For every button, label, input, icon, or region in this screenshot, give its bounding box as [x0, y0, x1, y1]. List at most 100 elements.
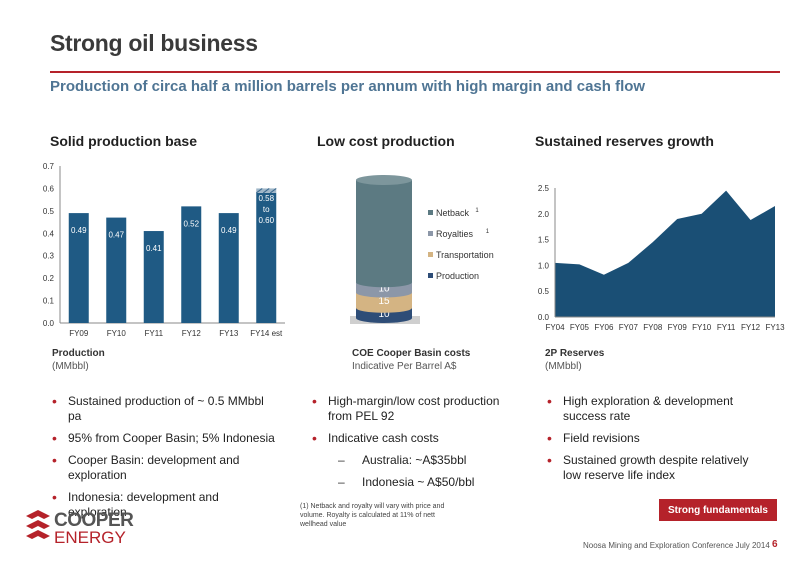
- bar-value-label: 0.49: [221, 226, 237, 235]
- x-tick-label: FY07: [619, 323, 639, 332]
- bullet-item: High-margin/low cost production from PEL…: [310, 394, 510, 424]
- dash-item: Indonesia ~ A$50/bbl: [310, 475, 510, 490]
- production-bar: [256, 192, 277, 323]
- x-tick-label: FY10: [692, 323, 712, 332]
- bullet-item: Sustained growth despite relatively low …: [545, 453, 765, 483]
- x-tick-label: FY09: [668, 323, 688, 332]
- x-tick-label: FY13: [219, 329, 239, 338]
- cooper-energy-logo: COOPER ENERGY: [24, 510, 134, 551]
- x-tick-label: FY11: [717, 323, 736, 332]
- legend-swatch: [428, 231, 433, 236]
- footer-event: Noosa Mining and Exploration Conference …: [583, 541, 770, 550]
- range-hatch-line: [262, 188, 270, 194]
- x-tick-label: FY05: [570, 323, 590, 332]
- cost-stacked-chart: 10 15 10 Netback 1 Royalties 1 Transportation Pr…: [350, 175, 494, 324]
- x-tick-label: FY04: [545, 323, 565, 332]
- cost-segment-base: [356, 313, 412, 323]
- legend-superscript: 1: [486, 229, 490, 235]
- bullet-item: Cooper Basin: development and exploratio…: [50, 453, 280, 483]
- y-tick-label: 0.0: [538, 313, 550, 322]
- y-tick-label: 0.6: [43, 184, 55, 193]
- y-tick-label: 2.5: [538, 184, 550, 193]
- title-divider: [50, 71, 780, 73]
- production-bar: [106, 217, 127, 323]
- production-bullets: Sustained production of ~ 0.5 MMbbl pa 9…: [50, 394, 280, 527]
- costs-caption: COE Cooper Basin costs Indicative Per Ba…: [352, 347, 470, 373]
- legend-label: Production: [436, 271, 479, 281]
- cost-segment-label: 10: [378, 283, 390, 294]
- x-tick-label: FY11: [144, 329, 163, 338]
- cost-segment: [356, 307, 412, 318]
- y-tick-label: 0.1: [43, 297, 55, 306]
- cylinder-top: [356, 175, 412, 185]
- costs-bullets: High-margin/low cost production from PEL…: [310, 394, 510, 497]
- bar-value-label: to: [263, 205, 270, 214]
- costs-caption-title: COE Cooper Basin costs: [352, 348, 471, 359]
- production-bar: [143, 231, 164, 323]
- logo-text-cooper: COOPER: [54, 510, 134, 531]
- y-tick-label: 2.0: [538, 210, 550, 219]
- cost-segment-base: [356, 302, 412, 313]
- section-heading-costs: Low cost production: [317, 133, 455, 149]
- legend-superscript: 1: [475, 208, 479, 214]
- x-tick-label: FY06: [594, 323, 614, 332]
- dash-item: Australia: ~A$35bbl: [310, 453, 510, 468]
- production-caption-unit: (MMbbl): [52, 361, 89, 372]
- y-tick-label: 0.0: [43, 319, 55, 328]
- reserves-area-chart: 0.0 0.5 1.0 1.5 2.0 2.5 FY04 FY05 FY06 FY07 FY08 FY…: [538, 184, 785, 332]
- section-heading-reserves: Sustained reserves growth: [535, 133, 714, 149]
- reserves-bullets: High exploration & development success r…: [545, 394, 765, 490]
- x-tick-label: FY14 est: [250, 329, 283, 338]
- bar-value-label: 0.58: [258, 194, 274, 203]
- bullet-item: Field revisions: [545, 431, 765, 446]
- production-caption-title: Production: [52, 348, 105, 359]
- production-bar: [181, 206, 202, 323]
- section-heading-production: Solid production base: [50, 133, 198, 149]
- footnote: (1) Netback and royalty will vary with p…: [300, 503, 445, 528]
- cost-segment-label: 15: [378, 296, 390, 307]
- cost-segment: [356, 180, 412, 283]
- legend-swatch: [428, 210, 433, 215]
- y-tick-label: 0.3: [43, 252, 55, 261]
- page-number: 6: [772, 539, 778, 550]
- production-caption: Production (MMbbl): [52, 347, 105, 373]
- production-bar-chart: 0.0 0.1 0.2 0.3 0.4 0.5 0.6 0.7 0.49 FY09 0.47 FY10…: [43, 162, 285, 338]
- bar-value-label: 0.49: [71, 226, 87, 235]
- production-bar: [68, 213, 89, 323]
- bullet-item: Indicative cash costs: [310, 431, 510, 446]
- cost-segment-label: 10: [378, 309, 390, 320]
- legend-label: Transportation: [436, 250, 494, 260]
- bar-value-label: 0.52: [183, 219, 199, 228]
- cost-segment: [356, 282, 412, 293]
- reserves-caption: 2P Reserves (MMbbl): [545, 347, 604, 373]
- costs-caption-unit: Indicative Per Barrel A$: [352, 361, 457, 372]
- legend-label: Royalties: [436, 229, 474, 239]
- range-hatch-line: [269, 188, 277, 194]
- reserves-area: [555, 190, 775, 317]
- page-title: Strong oil business: [50, 30, 258, 56]
- y-tick-label: 0.2: [43, 274, 55, 283]
- reserves-caption-title: 2P Reserves: [545, 348, 605, 359]
- reserves-caption-unit: (MMbbl): [545, 361, 582, 372]
- logo-mark-icon: [26, 510, 50, 539]
- bar-value-label: 0.60: [258, 216, 274, 225]
- legend-label: Netback: [436, 208, 470, 218]
- bullet-item: High exploration & development success r…: [545, 394, 765, 424]
- y-tick-label: 1.0: [538, 261, 550, 270]
- y-tick-label: 1.5: [538, 236, 550, 245]
- x-tick-label: FY09: [69, 329, 89, 338]
- range-hatch-line: [255, 188, 263, 194]
- strong-fundamentals-badge: Strong fundamentals: [659, 499, 777, 521]
- y-tick-label: 0.7: [43, 162, 55, 171]
- x-tick-label: FY12: [182, 329, 202, 338]
- bullet-item: Indonesia: development and exploration: [50, 490, 280, 520]
- legend-swatch: [428, 273, 433, 278]
- x-tick-label: FY10: [107, 329, 127, 338]
- y-tick-label: 0.4: [43, 229, 55, 238]
- production-bar: [218, 213, 239, 323]
- x-tick-label: FY08: [643, 323, 663, 332]
- cost-segment-base: [356, 287, 412, 298]
- page-subtitle: Production of circa half a million barre…: [50, 78, 646, 95]
- y-tick-label: 0.5: [43, 207, 55, 216]
- x-tick-label: FY12: [741, 323, 761, 332]
